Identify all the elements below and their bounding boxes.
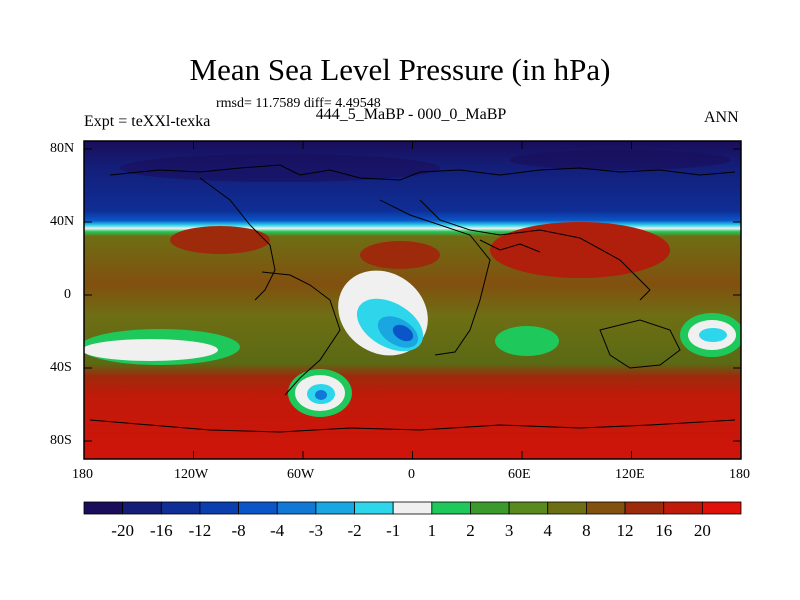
colorbar-swatch <box>238 501 278 515</box>
season-label: ANN <box>704 109 739 126</box>
colorbar-label: 4 <box>544 521 553 540</box>
experiment-label: Expt = teXXl-texka <box>84 113 211 130</box>
polar-low-region <box>510 150 730 170</box>
colorbar-label: 1 <box>428 521 437 540</box>
low-pressure-region <box>699 328 727 342</box>
colorbar-swatch <box>470 501 510 515</box>
high-pressure-region <box>170 226 270 254</box>
lat-tick-label: 40N <box>50 214 75 229</box>
colorbar-swatch <box>160 501 201 515</box>
colorbar-label: -2 <box>347 521 361 540</box>
colorbar-label: -1 <box>386 521 400 540</box>
low-pressure-region <box>495 326 559 356</box>
low-pressure-region <box>392 324 414 342</box>
colorbar-label: -3 <box>309 521 323 540</box>
lon-tick-label: 120E <box>615 467 645 482</box>
colorbar-label: 8 <box>582 521 591 540</box>
lat-tick-label: 80N <box>50 141 75 156</box>
colorbar-swatch <box>83 501 124 515</box>
high-pressure-region <box>360 241 440 269</box>
lon-tick-label: 60E <box>508 467 531 482</box>
colorbar-swatch <box>122 501 162 515</box>
high-pressure-region <box>490 222 670 278</box>
chart-subtitle: 444_5_MaBP - 000_0_MaBP <box>315 106 507 123</box>
stats-line: rmsd= 11.7589 diff= 4.49548 <box>216 96 381 111</box>
lat-tick-label: 80S <box>50 433 72 448</box>
lat-tick-label: 40S <box>50 360 72 375</box>
colorbar-swatch <box>663 501 703 515</box>
axis-ticks <box>84 141 741 459</box>
colorbar-swatch <box>701 501 742 515</box>
coastlines <box>89 164 736 433</box>
colorbar-label: -12 <box>189 521 212 540</box>
lon-tick-label: 180 <box>729 467 750 482</box>
colorbar-swatch <box>586 501 626 515</box>
colorbar-label: -20 <box>111 521 134 540</box>
colorbar-swatch <box>624 501 665 515</box>
colorbar-swatch <box>547 501 587 515</box>
colorbar-label: 12 <box>617 521 634 540</box>
lon-tick-label: 60W <box>287 467 315 482</box>
lon-tick-label: 180 <box>72 467 93 482</box>
colorbar-label: 2 <box>466 521 475 540</box>
colorbar-label: 3 <box>505 521 514 540</box>
colorbar-label: 16 <box>655 521 672 540</box>
colorbar-label: -16 <box>150 521 173 540</box>
colorbar-label: -4 <box>270 521 285 540</box>
lat-tick-label: 0 <box>64 287 71 302</box>
low-pressure-region <box>84 339 218 361</box>
polar-low-region <box>120 154 440 182</box>
colorbar-swatch <box>199 501 239 515</box>
colorbar-swatch <box>431 501 471 515</box>
chart-title: Mean Sea Level Pressure (in hPa) <box>189 52 611 87</box>
colorbar-swatch <box>392 501 433 515</box>
lon-tick-label: 0 <box>408 467 415 482</box>
colorbar-label: -8 <box>232 521 246 540</box>
colorbar-swatch <box>354 501 394 515</box>
colorbar-swatch <box>315 501 355 515</box>
colorbar-swatch <box>276 501 317 515</box>
low-pressure-region <box>315 390 327 400</box>
colorbar-label: 20 <box>694 521 711 540</box>
lon-tick-label: 120W <box>174 467 209 482</box>
colorbar-swatch <box>508 501 549 515</box>
